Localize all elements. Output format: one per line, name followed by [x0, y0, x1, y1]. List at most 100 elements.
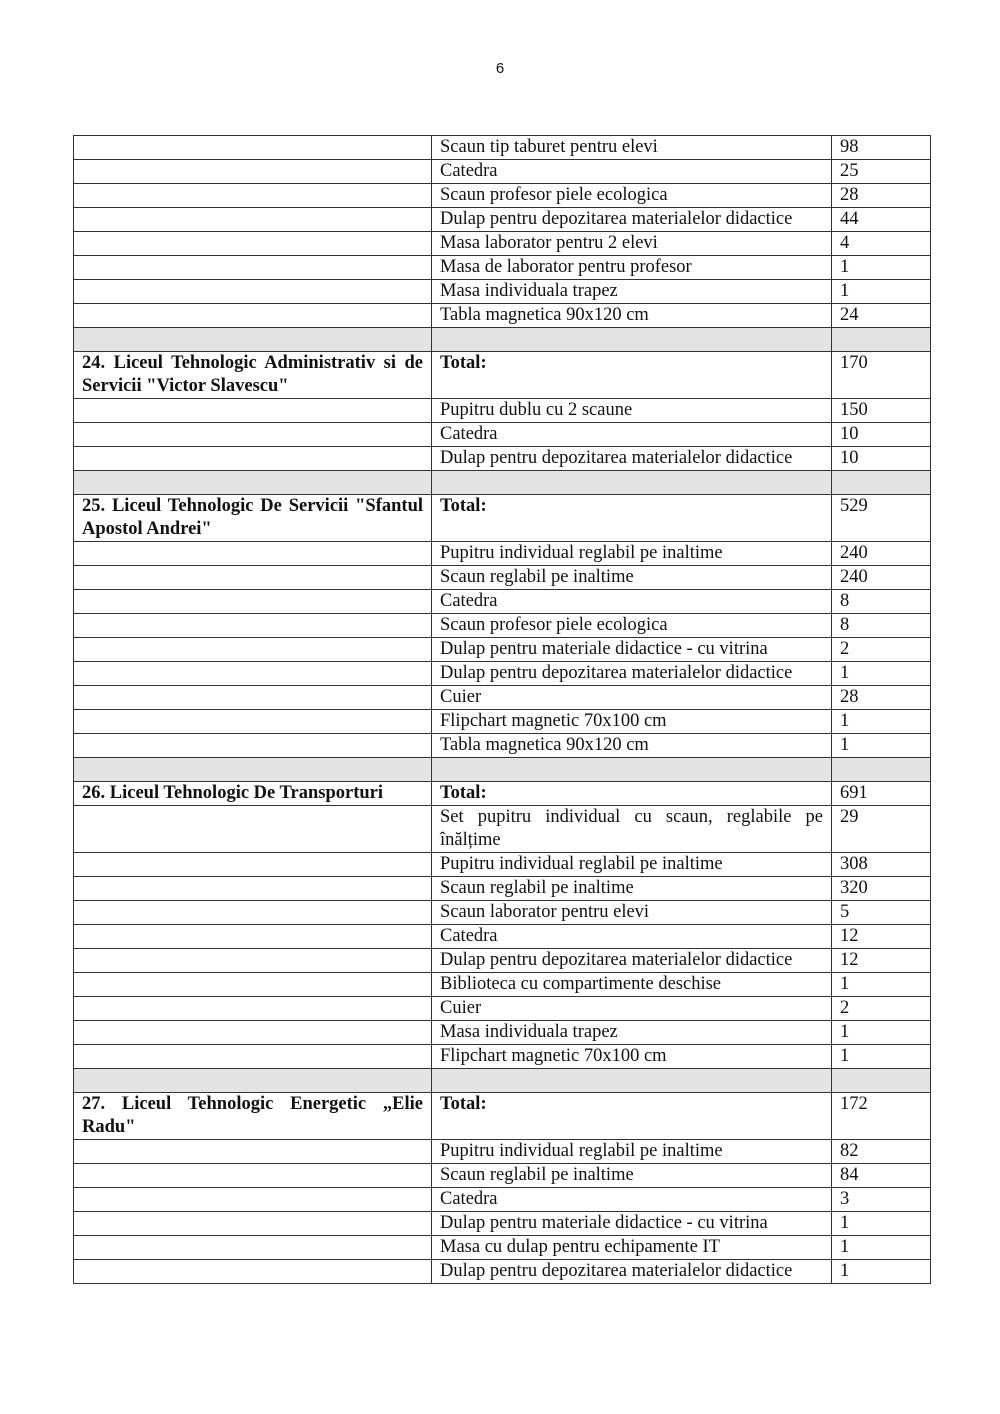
item-quantity: 240 — [831, 565, 931, 590]
empty-cell — [73, 900, 432, 925]
empty-cell — [73, 757, 432, 782]
item-quantity: 1 — [831, 661, 931, 686]
empty-cell — [73, 1235, 432, 1260]
school-name: 24. Liceul Tehnologic Administrativ si d… — [73, 351, 432, 399]
empty-cell — [73, 159, 432, 184]
empty-cell — [73, 303, 432, 328]
empty-cell — [73, 327, 432, 352]
item-name: Catedra — [431, 924, 832, 949]
empty-cell — [73, 613, 432, 638]
school-name: 27. Liceul Tehnologic Energetic „Elie Ra… — [73, 1092, 432, 1140]
item-quantity: 1 — [831, 709, 931, 734]
item-quantity: 82 — [831, 1139, 931, 1164]
item-name: Pupitru individual reglabil pe inaltime — [431, 1139, 832, 1164]
item-quantity: 150 — [831, 398, 931, 423]
separator-row — [73, 1068, 931, 1093]
empty-cell — [73, 733, 432, 758]
table-row: Cuier 28 — [73, 685, 931, 710]
item-name: Dulap pentru depozitarea materialelor di… — [431, 1259, 832, 1284]
item-quantity: 172 — [831, 1092, 931, 1140]
empty-cell — [73, 996, 432, 1021]
table-row: Masa individuala trapez 1 — [73, 279, 931, 304]
item-quantity: 4 — [831, 231, 931, 256]
empty-cell — [73, 135, 432, 160]
item-name: Dulap pentru depozitarea materialelor di… — [431, 446, 832, 471]
school-total-row: 25. Liceul Tehnologic De Servicii "Sfant… — [73, 494, 931, 542]
item-quantity: 1 — [831, 255, 931, 280]
item-quantity: 1 — [831, 972, 931, 997]
school-total-row: 24. Liceul Tehnologic Administrativ si d… — [73, 351, 931, 399]
item-name: Catedra — [431, 589, 832, 614]
empty-cell — [73, 709, 432, 734]
item-name: Masa individuala trapez — [431, 1020, 832, 1045]
item-name: Cuier — [431, 685, 832, 710]
empty-cell — [831, 470, 931, 495]
item-quantity: 2 — [831, 637, 931, 662]
empty-cell — [73, 183, 432, 208]
empty-cell — [73, 972, 432, 997]
table-row: Catedra 25 — [73, 159, 931, 184]
item-quantity: 10 — [831, 446, 931, 471]
table-row: Dulap pentru depozitarea materialelor di… — [73, 207, 931, 232]
table-row: Scaun reglabil pe inaltime 240 — [73, 565, 931, 590]
item-name: Flipchart magnetic 70x100 cm — [431, 1044, 832, 1069]
table-row: Catedra 8 — [73, 589, 931, 614]
item-name: Masa cu dulap pentru echipamente IT — [431, 1235, 832, 1260]
table-row: Catedra 3 — [73, 1187, 931, 1212]
item-quantity: 10 — [831, 422, 931, 447]
item-quantity: 1 — [831, 1211, 931, 1236]
empty-cell — [73, 637, 432, 662]
item-quantity: 1 — [831, 733, 931, 758]
item-quantity: 2 — [831, 996, 931, 1021]
empty-cell — [73, 470, 432, 495]
table-row: Dulap pentru materiale didactice - cu vi… — [73, 637, 931, 662]
item-name: Scaun reglabil pe inaltime — [431, 876, 832, 901]
table-row: Catedra 12 — [73, 924, 931, 949]
empty-cell — [73, 541, 432, 566]
empty-cell — [73, 589, 432, 614]
empty-cell — [431, 470, 832, 495]
item-quantity: 320 — [831, 876, 931, 901]
empty-cell — [73, 661, 432, 686]
item-quantity: 29 — [831, 805, 931, 853]
table-row: Scaun reglabil pe inaltime 320 — [73, 876, 931, 901]
item-name: Scaun profesor piele ecologica — [431, 183, 832, 208]
empty-cell — [431, 327, 832, 352]
empty-cell — [431, 757, 832, 782]
table-row: Set pupitru individual cu scaun, reglabi… — [73, 805, 931, 853]
item-quantity: 1 — [831, 1235, 931, 1260]
table-row: Scaun laborator pentru elevi 5 — [73, 900, 931, 925]
item-quantity: 8 — [831, 613, 931, 638]
table-row: Tabla magnetica 90x120 cm 1 — [73, 733, 931, 758]
item-quantity: 12 — [831, 948, 931, 973]
item-name: Scaun laborator pentru elevi — [431, 900, 832, 925]
item-name: Tabla magnetica 90x120 cm — [431, 733, 832, 758]
separator-row — [73, 327, 931, 352]
table-row: Tabla magnetica 90x120 cm 24 — [73, 303, 931, 328]
table-row: Scaun profesor piele ecologica 8 — [73, 613, 931, 638]
item-name: Set pupitru individual cu scaun, reglabi… — [431, 805, 832, 853]
item-name: Biblioteca cu compartimente deschise — [431, 972, 832, 997]
item-quantity: 1 — [831, 279, 931, 304]
table-row: Pupitru individual reglabil pe inaltime 2… — [73, 541, 931, 566]
empty-cell — [73, 685, 432, 710]
table-row: Masa de laborator pentru profesor 1 — [73, 255, 931, 280]
page-number: 6 — [495, 60, 505, 77]
item-quantity: 8 — [831, 589, 931, 614]
item-quantity: 12 — [831, 924, 931, 949]
item-quantity: 84 — [831, 1163, 931, 1188]
table-row: Masa laborator pentru 2 elevi 4 — [73, 231, 931, 256]
item-name: Pupitru dublu cu 2 scaune — [431, 398, 832, 423]
empty-cell — [73, 1187, 432, 1212]
empty-cell — [73, 1211, 432, 1236]
total-label: Total: — [431, 351, 832, 399]
item-name: Dulap pentru depozitarea materialelor di… — [431, 207, 832, 232]
item-quantity: 3 — [831, 1187, 931, 1212]
item-name: Tabla magnetica 90x120 cm — [431, 303, 832, 328]
empty-cell — [73, 1259, 432, 1284]
table-row: Pupitru individual reglabil pe inaltime 3… — [73, 852, 931, 877]
table-row: Catedra 10 — [73, 422, 931, 447]
table-row: Dulap pentru materiale didactice - cu vi… — [73, 1211, 931, 1236]
item-quantity: 691 — [831, 781, 931, 806]
school-name: 26. Liceul Tehnologic De Transporturi — [73, 781, 432, 806]
